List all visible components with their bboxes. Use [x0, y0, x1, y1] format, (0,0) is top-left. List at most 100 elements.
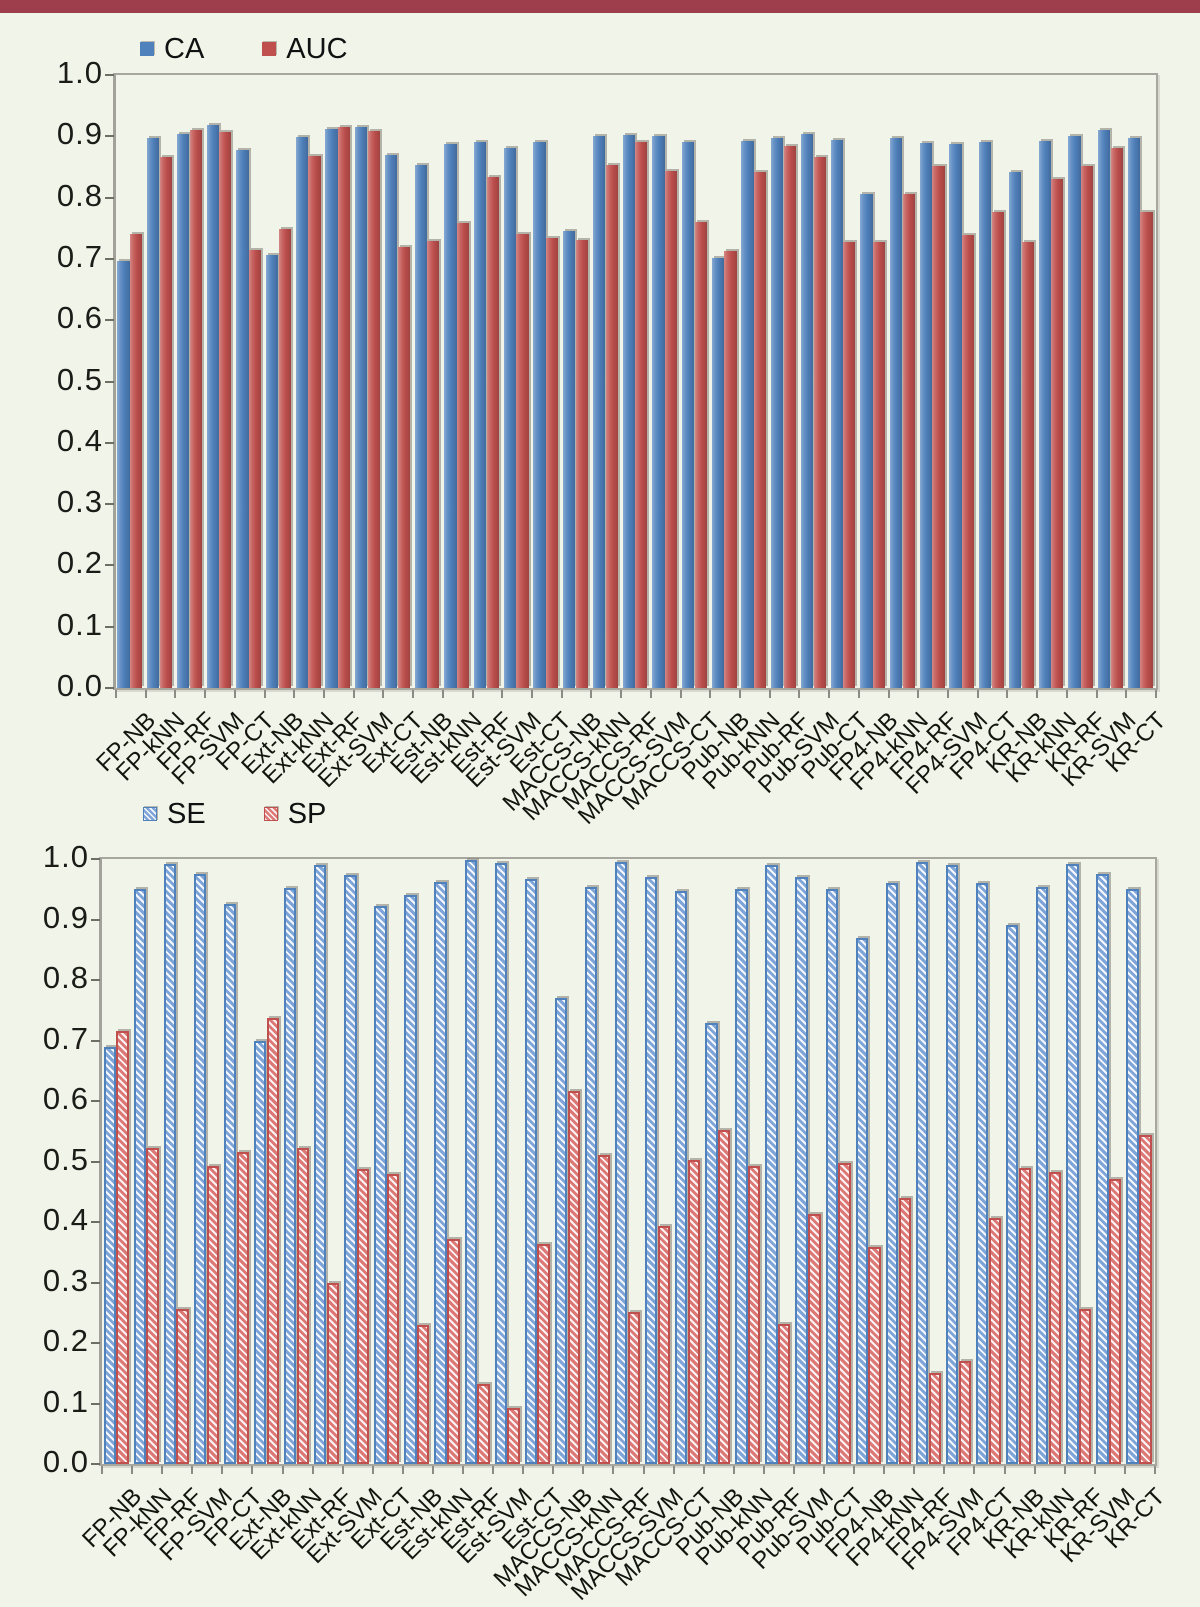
category-pub-rf	[764, 859, 794, 1464]
category-ext-nb	[265, 75, 295, 688]
bar-se-ext-knn	[284, 888, 297, 1464]
bar-auc-est-svm	[516, 234, 529, 688]
x-tick-mark	[221, 1466, 224, 1474]
bar-se-maccs-svm	[645, 876, 658, 1464]
x-tick-mark	[798, 690, 801, 698]
legend-label: SE	[167, 797, 206, 830]
x-tick-mark	[341, 1466, 344, 1474]
y-tick-mark	[91, 1402, 100, 1405]
category-fp-knn	[146, 75, 176, 688]
x-tick-mark	[115, 690, 117, 698]
category-pub-knn	[740, 75, 770, 688]
bar-sp-kr-nb	[1018, 1168, 1032, 1464]
bar-se-est-svm	[494, 862, 507, 1464]
bar-sp-maccs-rf	[627, 1311, 641, 1464]
bar-se-fp-knn	[133, 889, 146, 1464]
bar-sp-fp-rf	[176, 1308, 189, 1464]
bar-auc-maccs-nb	[575, 239, 588, 688]
x-tick-mark	[382, 690, 385, 698]
y-tick-mark	[105, 135, 114, 138]
bar-sp-pub-svm	[808, 1213, 821, 1464]
bar-ca-est-svm	[503, 147, 516, 688]
bar-ca-est-knn	[444, 143, 457, 688]
x-tick-mark	[401, 1466, 404, 1474]
category-maccs-nb	[553, 859, 583, 1464]
bar-sp-est-nb	[417, 1325, 430, 1464]
bar-ca-ext-ct	[384, 154, 398, 688]
x-tick-mark	[233, 690, 236, 698]
bar-sp-maccs-knn	[597, 1155, 610, 1464]
bar-se-fp-svm	[193, 874, 207, 1464]
bar-auc-ext-knn	[308, 155, 321, 688]
category-ext-ct	[383, 75, 413, 688]
category-fp-ct	[222, 859, 252, 1464]
x-tick-mark	[412, 690, 415, 698]
category-fp-nb	[116, 75, 146, 688]
category-kr-rf	[1065, 859, 1095, 1464]
bar-auc-maccs-rf	[635, 141, 648, 688]
bar-sp-est-svm	[507, 1407, 520, 1464]
bar-sp-ext-svm	[356, 1168, 370, 1464]
bar-ca-kr-knn	[1038, 141, 1051, 688]
bar-auc-pub-svm	[813, 157, 826, 688]
bar-se-kr-rf	[1066, 864, 1079, 1464]
bar-auc-fp-nb	[130, 234, 143, 688]
y-tick-mark	[105, 503, 114, 506]
bar-se-pub-rf	[765, 865, 778, 1464]
bar-sp-maccs-svm	[657, 1225, 671, 1464]
bar-auc-fp4-nb	[872, 242, 886, 688]
bar-auc-fp4-knn	[902, 193, 915, 688]
category-fp4-nb	[854, 859, 884, 1464]
x-tick-mark	[492, 1466, 495, 1474]
bar-auc-kr-nb	[1021, 242, 1034, 688]
bar-ca-fp4-svm	[949, 143, 962, 688]
y-tick-label: 0.8	[42, 960, 89, 995]
category-kr-ct	[1126, 75, 1156, 688]
y-tick-label: 0.0	[56, 668, 103, 703]
chart-legend: CA AUC	[140, 33, 348, 65]
bar-auc-fp-knn	[159, 157, 172, 688]
bar-sp-ext-nb	[266, 1017, 280, 1464]
category-ext-svm	[354, 75, 384, 688]
y-tick-label: 0.4	[56, 422, 103, 458]
x-tick-mark	[431, 1466, 434, 1474]
bar-se-fp4-rf	[915, 862, 929, 1464]
bar-se-ext-ct	[374, 906, 387, 1464]
y-tick-label: 0.4	[42, 1202, 89, 1237]
y-tick-mark	[105, 687, 114, 689]
x-tick-mark	[976, 690, 979, 698]
category-fp4-knn	[889, 75, 919, 688]
category-pub-svm	[794, 859, 824, 1464]
bar-se-maccs-ct	[675, 891, 688, 1464]
category-fp-rf	[175, 75, 205, 688]
y-tick-label: 0.3	[56, 484, 103, 520]
bar-ca-fp4-ct	[979, 142, 992, 688]
x-tick-mark	[522, 1466, 525, 1474]
x-tick-mark	[101, 1466, 103, 1474]
y-tick-mark	[91, 918, 100, 921]
x-tick-mark	[560, 690, 563, 698]
bar-sp-fp-svm	[206, 1166, 219, 1464]
bar-auc-maccs-knn	[605, 165, 618, 688]
bar-ca-fp-svm	[206, 125, 219, 688]
bar-auc-est-rf	[486, 177, 499, 688]
bar-sp-est-rf	[477, 1383, 490, 1464]
category-est-svm	[493, 859, 523, 1464]
bar-sp-ext-rf	[326, 1282, 340, 1464]
bar-sp-kr-rf	[1079, 1308, 1092, 1464]
category-maccs-nb	[562, 75, 592, 688]
x-tick-mark	[161, 1466, 164, 1474]
y-axis-labels: 0.0 0.1 0.2 0.3 0.4 0.5 0.6 0.7 0.8 0.9 1.0	[23, 55, 113, 703]
x-axis-labels: FP-NB FP-kNN FP-RF FP-SVM FP-CT Ext-NB Ext-kNN…	[77, 1473, 1170, 1606]
category-fp-nb	[102, 859, 132, 1464]
legend-swatch-sp-icon	[263, 807, 278, 821]
bar-auc-pub-nb	[724, 250, 737, 688]
bar-auc-ext-nb	[278, 229, 291, 688]
x-tick-mark	[917, 690, 920, 698]
x-tick-mark	[1033, 1466, 1036, 1474]
bar-sp-pub-knn	[748, 1165, 761, 1464]
x-tick-mark	[251, 1466, 254, 1474]
x-tick-mark	[204, 690, 207, 698]
bar-auc-est-ct	[546, 238, 559, 688]
